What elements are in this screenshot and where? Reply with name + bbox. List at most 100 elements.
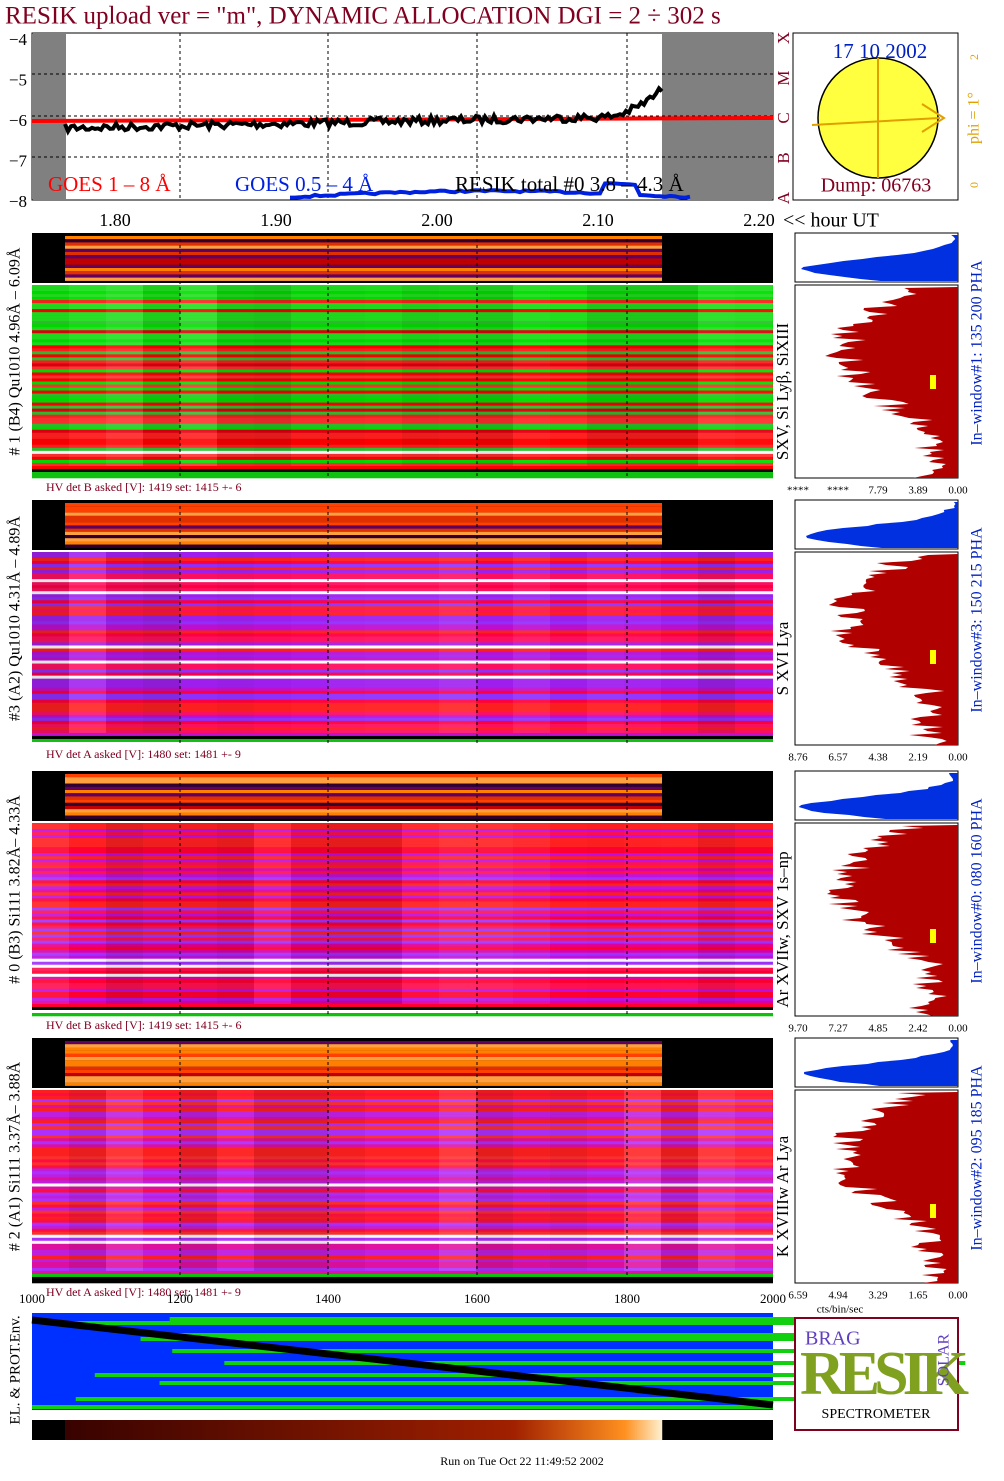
spectrogram-row bbox=[32, 627, 773, 631]
hist-tick-label: 1.65 bbox=[908, 1290, 928, 1302]
spectrogram-row bbox=[32, 856, 773, 860]
spectrogram-row bbox=[32, 555, 773, 559]
spectrogram-row bbox=[32, 868, 773, 872]
spectrogram-row bbox=[32, 934, 773, 938]
spectrogram-row bbox=[32, 1237, 773, 1242]
spectrogram-row bbox=[32, 303, 773, 307]
spectrogram-col bbox=[624, 285, 661, 466]
hv-label: HV det B asked [V]: 1419 set: 1415 +- 6 bbox=[46, 480, 242, 494]
spectrogram-col bbox=[106, 552, 143, 733]
spectrogram-col bbox=[32, 285, 69, 466]
spectrogram-col bbox=[365, 285, 402, 466]
hour-tick-label: 1.80 bbox=[99, 210, 131, 230]
spectrogram-col bbox=[735, 285, 772, 466]
spectrogram-row bbox=[32, 901, 773, 905]
spectrogram-row bbox=[32, 300, 773, 304]
spectrogram-row bbox=[32, 708, 773, 713]
spectrogram-row bbox=[32, 1126, 773, 1130]
spectrogram-row bbox=[32, 1177, 773, 1181]
spectrogram-row bbox=[32, 441, 773, 446]
spectrogram-row bbox=[32, 741, 773, 746]
spectrogram-row bbox=[32, 612, 773, 616]
spectrogram-row bbox=[32, 922, 773, 926]
line-label: SXV, Si Lyβ, SiXIII bbox=[773, 323, 792, 461]
spectrogram-col bbox=[587, 823, 624, 1004]
spectrogram-row bbox=[32, 955, 773, 960]
spectrogram-row bbox=[32, 624, 773, 628]
logo-subtitle: SPECTROMETER bbox=[822, 1407, 932, 1422]
spectrogram-row bbox=[32, 732, 773, 737]
spectrogram-row bbox=[32, 880, 773, 884]
spectrogram-col bbox=[513, 1090, 550, 1271]
strip-row bbox=[65, 255, 662, 259]
spectrogram-row bbox=[32, 1168, 773, 1172]
spectrogram-col bbox=[106, 823, 143, 1004]
spectrogram-row bbox=[32, 318, 773, 322]
strip-row bbox=[65, 242, 662, 246]
strip-row bbox=[65, 1057, 662, 1061]
spectrogram-row bbox=[32, 850, 773, 854]
spectrogram-col bbox=[254, 823, 291, 1004]
spectrogram-row bbox=[32, 699, 773, 704]
spectrogram-col bbox=[439, 285, 476, 466]
spectrogram-row bbox=[32, 838, 773, 842]
spectrogram-row bbox=[32, 309, 773, 313]
hist-big bbox=[828, 554, 958, 745]
spectrogram-row bbox=[32, 859, 773, 863]
spectrogram-col bbox=[328, 823, 365, 1004]
spectrogram-row bbox=[32, 417, 773, 422]
spectrogram-row bbox=[32, 579, 773, 583]
spectrogram-row bbox=[32, 919, 773, 923]
spectrogram-col bbox=[291, 823, 328, 1004]
channel-label: # 0 (B3) Si111 3.82Å– 4.33Å bbox=[6, 795, 24, 984]
y-tick-label: −5 bbox=[9, 70, 27, 89]
spectrogram-row bbox=[32, 988, 773, 993]
spectrogram-row bbox=[32, 591, 773, 595]
window-marker bbox=[930, 1204, 936, 1218]
spectrogram-col bbox=[439, 823, 476, 1004]
spectrogram-row bbox=[32, 853, 773, 857]
strip-row bbox=[65, 503, 662, 507]
spectrogram-row bbox=[32, 696, 773, 701]
sun-dump: Dump: 06763 bbox=[821, 175, 932, 197]
strip-row bbox=[65, 793, 662, 797]
spectrogram-row bbox=[32, 1255, 773, 1260]
spectrogram-row bbox=[32, 423, 773, 428]
spectrogram-col bbox=[106, 1090, 143, 1271]
strip-row bbox=[65, 236, 662, 240]
spectrogram-col bbox=[587, 552, 624, 733]
spectrogram-row bbox=[32, 952, 773, 956]
hist-small bbox=[798, 773, 958, 819]
strip-row bbox=[65, 815, 662, 819]
pha-unit: cts/bin/sec bbox=[817, 1304, 864, 1316]
spectrogram-row bbox=[32, 645, 773, 649]
spectrogram-row bbox=[32, 363, 773, 367]
spectrogram-row bbox=[32, 306, 773, 310]
logo-brand: RESIK bbox=[800, 1340, 969, 1408]
strip-row bbox=[65, 519, 662, 523]
spectrogram-col bbox=[661, 823, 698, 1004]
title: RESIK upload ver = "m", DYNAMIC ALLOCATI… bbox=[5, 3, 721, 30]
strip-row bbox=[65, 531, 662, 536]
spectrogram-col bbox=[32, 1090, 69, 1271]
spectrogram-row bbox=[32, 672, 773, 676]
strip-row bbox=[65, 1073, 662, 1077]
spectrogram-row bbox=[32, 351, 773, 355]
logo-solar: SOLAR bbox=[936, 1333, 953, 1386]
spectrogram-row bbox=[32, 1009, 773, 1014]
spectrogram-row bbox=[32, 1090, 773, 1094]
spectrogram-row bbox=[32, 976, 773, 981]
spectrogram-row bbox=[32, 333, 773, 337]
strip-row bbox=[65, 780, 662, 784]
spectrogram-col bbox=[513, 552, 550, 733]
spectrogram-row bbox=[32, 1231, 773, 1236]
spectrogram-row bbox=[32, 552, 773, 556]
spectrogram-col bbox=[476, 285, 513, 466]
spectrogram-row bbox=[32, 1192, 773, 1196]
hour-tick-label: 1.90 bbox=[260, 210, 292, 230]
bin-tick-label: 1200 bbox=[167, 1291, 193, 1306]
spectrogram-row bbox=[32, 1240, 773, 1245]
strip-row bbox=[65, 1041, 662, 1045]
spectrogram-row bbox=[32, 1012, 773, 1017]
spectrogram-col bbox=[291, 552, 328, 733]
